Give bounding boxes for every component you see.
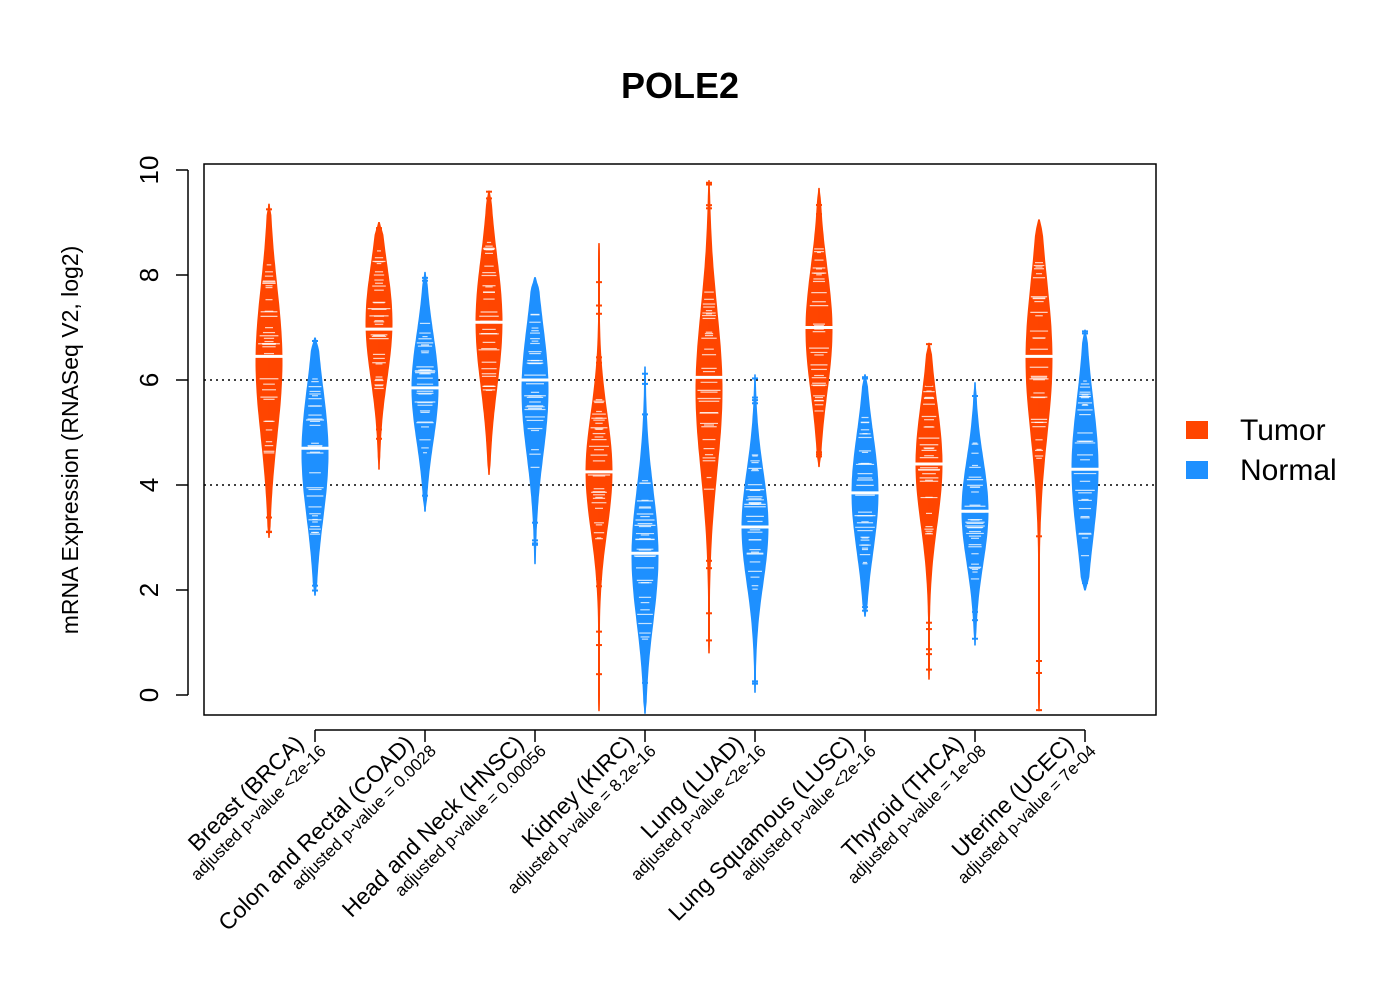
violin-normal (521, 277, 549, 565)
violin-normal (851, 374, 879, 617)
violin-tumor (475, 190, 503, 475)
violin-tumor (915, 342, 943, 680)
legend: Tumor Normal (1186, 414, 1337, 487)
legend-label-normal: Normal (1240, 454, 1337, 487)
chart-title: POLE2 (621, 65, 739, 106)
legend-swatch-tumor (1186, 421, 1208, 439)
violin-normal (741, 374, 769, 693)
reference-lines (204, 379, 1156, 486)
y-tick-label: 10 (134, 156, 164, 185)
violin-tumor (585, 243, 613, 712)
violin-tumor (805, 187, 833, 468)
x-axis: Breast (BRCA)adjusted p-value <2e-16Colo… (183, 729, 1100, 936)
violin-normal (631, 366, 659, 714)
violin-tumor (255, 203, 283, 538)
violin-tumor (365, 222, 393, 470)
violin-normal (301, 337, 329, 596)
legend-swatch-normal (1186, 461, 1208, 479)
y-tick-label: 0 (134, 688, 164, 702)
legend-label-tumor: Tumor (1240, 414, 1326, 447)
y-tick-label: 4 (134, 478, 164, 492)
violin-normal (1071, 329, 1099, 591)
violin-tumor (695, 180, 723, 654)
y-axis-label: mRNA Expression (RNASeq V2, log2) (57, 246, 83, 635)
y-tick-label: 6 (134, 373, 164, 387)
violin-normal (961, 382, 989, 646)
y-tick-label: 2 (134, 583, 164, 597)
violin-tumor (1025, 219, 1053, 712)
plot-frame (203, 163, 1157, 716)
y-axis: 0 2 4 6 8 10 (134, 156, 189, 702)
violin-normal (411, 271, 439, 512)
violins-layer (255, 180, 1099, 714)
y-tick-label: 8 (134, 268, 164, 282)
